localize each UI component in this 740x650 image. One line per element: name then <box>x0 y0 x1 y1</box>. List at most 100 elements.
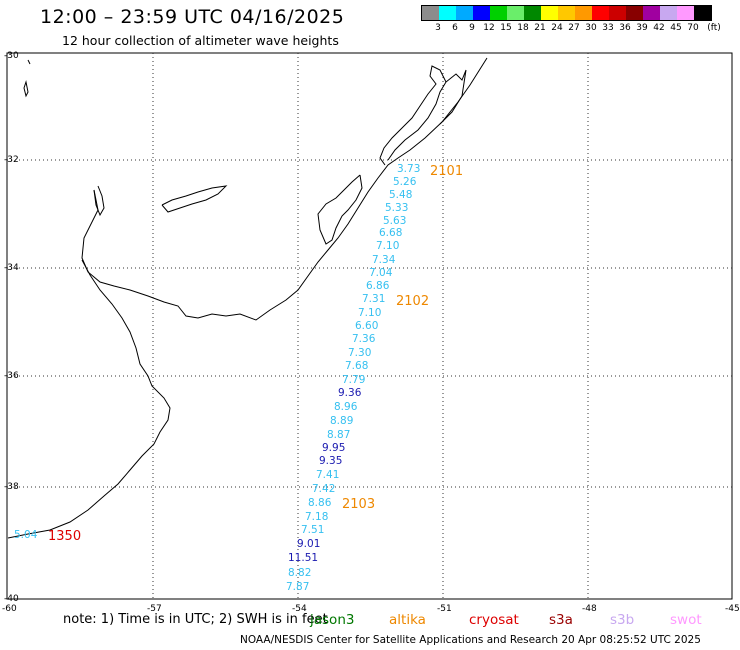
wave-height-value: 8.87 <box>327 429 351 441</box>
color-scale-label: (ft) <box>707 23 721 33</box>
color-swatch <box>643 6 660 20</box>
longitude-label: -51 <box>437 604 452 614</box>
wave-height-value: 7.04 <box>369 267 393 279</box>
map-title: 12:00 – 23:59 UTC 04/16/2025 <box>40 6 345 28</box>
satellite-legend-item: jason3 <box>310 612 355 628</box>
wave-height-value: 6.86 <box>366 280 390 292</box>
map-subtitle: 12 hour collection of altimeter wave hei… <box>62 33 339 48</box>
wave-height-value: 9.35 <box>319 455 343 467</box>
wave-height-value: 7.18 <box>305 511 329 523</box>
pass-time-label: 2102 <box>396 294 430 309</box>
longitude-label: -48 <box>582 604 597 614</box>
color-swatch <box>626 6 643 20</box>
color-swatch <box>575 6 592 20</box>
color-scale-label: 30 <box>585 23 597 33</box>
color-scale-label: 3 <box>435 23 441 33</box>
wave-height-value: 5.48 <box>389 189 413 201</box>
wave-height-value: 7.68 <box>345 360 369 372</box>
color-scale-label: 18 <box>517 23 529 33</box>
color-scale-label: 21 <box>534 23 546 33</box>
wave-height-value: 7.36 <box>352 333 376 345</box>
color-scale-label: 15 <box>500 23 512 33</box>
color-scale-label: 70 <box>687 23 699 33</box>
latitude-label: -38 <box>4 482 19 492</box>
wave-height-value: 9.95 <box>322 442 346 454</box>
wave-height-value: 7.41 <box>316 469 340 481</box>
note-text: note: 1) Time is in UTC; 2) SWH is in fe… <box>63 612 328 627</box>
color-scale-label: 12 <box>483 23 495 33</box>
wave-height-value: 7.30 <box>348 347 372 359</box>
color-swatch <box>439 6 456 20</box>
wave-height-value: 8.96 <box>334 401 358 413</box>
color-swatch <box>592 6 609 20</box>
satellite-legend-item: s3a <box>549 612 573 628</box>
wave-height-value: 8.86 <box>308 497 332 509</box>
wave-height-value: 5.63 <box>383 215 407 227</box>
latitude-label: -30 <box>4 51 19 61</box>
color-swatch <box>473 6 490 20</box>
wave-height-value: 5.04 <box>14 529 38 541</box>
wave-height-value: 6.68 <box>379 227 403 239</box>
color-scale-label: 39 <box>636 23 648 33</box>
color-scale-label: 24 <box>551 23 563 33</box>
satellite-legend-item: altika <box>389 612 426 628</box>
color-scale-swatches <box>421 5 712 21</box>
wave-height-value: 7.34 <box>372 254 396 266</box>
wave-height-value: 3.73 <box>397 163 421 175</box>
longitude-label: -45 <box>725 604 740 614</box>
wave-height-value: 7.51 <box>301 524 325 536</box>
latitude-label: -32 <box>4 155 19 165</box>
latitude-label: -36 <box>4 371 19 381</box>
color-swatch <box>694 6 711 20</box>
color-swatch <box>422 6 439 20</box>
color-swatch <box>558 6 575 20</box>
wave-height-value: 7.42 <box>312 483 336 495</box>
wave-height-value: 8.89 <box>330 415 354 427</box>
latitude-label: -40 <box>4 594 19 604</box>
longitude-label: -54 <box>292 604 307 614</box>
color-scale-label: 36 <box>619 23 631 33</box>
wave-height-value: 7.10 <box>358 307 382 319</box>
map-frame <box>6 52 733 600</box>
wave-height-value: 8.82 <box>288 567 312 579</box>
wave-height-value: 6.60 <box>355 320 379 332</box>
wave-height-value: 5.33 <box>385 202 409 214</box>
color-scale-label: 42 <box>653 23 665 33</box>
latitude-label: -34 <box>4 263 19 273</box>
wave-height-value: 5.26 <box>393 176 417 188</box>
color-scale-label: 27 <box>568 23 580 33</box>
longitude-label: -60 <box>2 604 17 614</box>
pass-time-label: 1350 <box>48 529 82 544</box>
color-scale-labels: 3 6 9 12 15 18 21 24 27 30 33 36 39 42 45 70 (ft) <box>421 21 721 35</box>
color-scale: 3 6 9 12 15 18 21 24 27 30 33 36 39 42 45 70 (ft) <box>421 5 721 35</box>
pass-time-label: 2103 <box>342 497 376 512</box>
color-swatch <box>541 6 558 20</box>
color-swatch <box>660 6 677 20</box>
footer-credit: NOAA/NESDIS Center for Satellite Applica… <box>240 634 701 646</box>
color-swatch <box>677 6 694 20</box>
satellite-legend-item: s3b <box>610 612 635 628</box>
wave-height-value: 7.87 <box>286 581 310 593</box>
satellite-legend-item: swot <box>670 612 702 628</box>
color-scale-label: 6 <box>452 23 458 33</box>
wave-height-value: 7.10 <box>376 240 400 252</box>
color-scale-label: 45 <box>670 23 682 33</box>
pass-time-label: 2101 <box>430 164 464 179</box>
wave-height-value: 9.36 <box>338 387 362 399</box>
wave-height-value: 7.79 <box>342 374 366 386</box>
color-scale-label: 33 <box>602 23 614 33</box>
coastline <box>7 57 488 539</box>
longitude-label: -57 <box>147 604 162 614</box>
color-swatch <box>524 6 541 20</box>
color-swatch <box>609 6 626 20</box>
color-swatch <box>456 6 473 20</box>
color-swatch <box>507 6 524 20</box>
color-swatch <box>490 6 507 20</box>
graticule <box>7 53 732 599</box>
satellite-legend-item: cryosat <box>469 612 519 628</box>
wave-height-value: 7.31 <box>362 293 386 305</box>
wave-height-value: 11.51 <box>288 552 319 564</box>
wave-height-value: 9.01 <box>297 538 321 550</box>
color-scale-label: 9 <box>469 23 475 33</box>
